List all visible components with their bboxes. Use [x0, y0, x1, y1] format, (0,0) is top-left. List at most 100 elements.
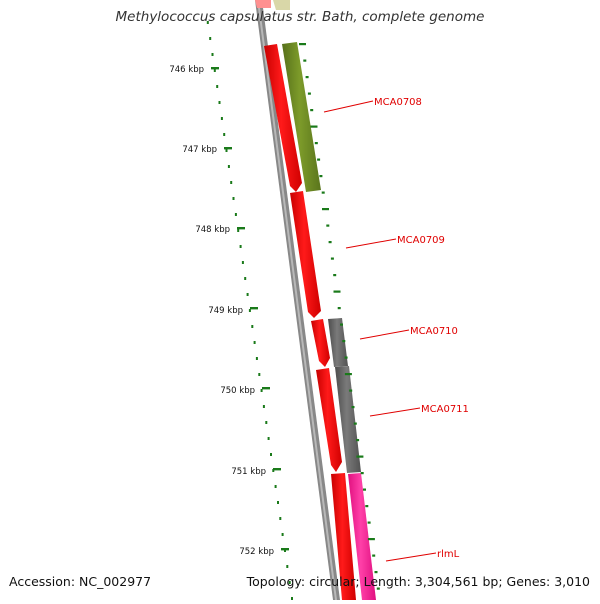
mca0709-leader-line	[345, 238, 397, 249]
ring-dot	[342, 340, 346, 343]
ring-dot	[356, 455, 364, 458]
ring-dot	[353, 422, 357, 425]
ring-dot	[270, 453, 272, 456]
rlml-cds-feature[interactable]	[331, 473, 356, 600]
ring-dot	[356, 439, 360, 442]
ring-dot	[232, 197, 235, 200]
ring-dot	[258, 373, 261, 376]
tick-label-750: 750 kbp	[220, 386, 255, 396]
ring-dot	[225, 149, 228, 152]
ring-dot	[299, 43, 306, 46]
ring-dot	[328, 241, 332, 244]
rlml-homolog-feature[interactable]	[348, 473, 376, 600]
ring-dot	[237, 229, 240, 232]
ring-dot	[314, 142, 318, 145]
ring-dot	[274, 485, 277, 488]
cds-feature-partial-top-alt	[273, 0, 290, 10]
tick-label-746: 746 kbp	[169, 65, 204, 75]
ring-dot	[277, 501, 279, 504]
ring-dot	[218, 101, 221, 104]
ring-dot	[333, 290, 341, 293]
ring-dot	[374, 571, 378, 574]
kbp-tick	[250, 307, 258, 310]
mca0711-cds-feature[interactable]	[316, 368, 342, 472]
mca0710-cds-feature[interactable]	[311, 319, 330, 367]
ring-dot	[272, 469, 275, 472]
gene-label-mca0710[interactable]: MCA0710	[410, 326, 458, 337]
ring-dot	[319, 175, 323, 178]
ring-dot	[284, 549, 286, 552]
rlml-leader-line	[385, 552, 437, 562]
ring-dot	[363, 488, 366, 491]
ring-dot	[344, 373, 352, 376]
ring-dot	[255, 357, 258, 360]
genome-title: Methylococcus capsulatus str. Bath, comp…	[115, 9, 485, 25]
ring-dot	[206, 21, 209, 24]
ring-dot	[303, 59, 307, 62]
ring-dot	[234, 213, 237, 216]
ring-dot	[260, 389, 263, 392]
mca0711-homolog-feature[interactable]	[335, 366, 361, 473]
outer-dotted-ring	[299, 43, 380, 590]
ring-dot	[211, 53, 214, 56]
ring-dot	[376, 587, 380, 590]
tick-label-751: 751 kbp	[231, 467, 266, 477]
kbp-tick	[211, 67, 219, 70]
ring-dot	[281, 533, 284, 536]
ring-dot	[220, 117, 223, 120]
ring-dot	[279, 517, 282, 520]
ring-dot	[265, 421, 268, 424]
mca0710-homolog-feature[interactable]	[328, 318, 348, 367]
ring-dot	[227, 165, 230, 168]
ring-dot	[230, 181, 233, 184]
ring-dot	[367, 521, 371, 524]
ring-dot	[310, 125, 318, 128]
tick-label-749: 749 kbp	[208, 306, 243, 316]
ring-dot	[244, 277, 247, 280]
ring-dot	[307, 92, 311, 95]
tick-label-748: 748 kbp	[195, 225, 230, 235]
ring-dot	[351, 406, 355, 409]
kbp-tick	[262, 387, 270, 390]
ring-dot	[349, 389, 353, 392]
ring-dot	[209, 37, 212, 40]
ring-dot	[305, 76, 309, 79]
ring-dot	[321, 191, 325, 194]
ring-dot	[360, 472, 364, 475]
ring-dot	[262, 405, 265, 408]
kbp-tick	[273, 468, 281, 471]
gene-label-mca0711[interactable]: MCA0711	[421, 404, 469, 415]
gene-label-rlml[interactable]: rlmL	[437, 549, 460, 560]
mca0710-leader-line	[359, 329, 410, 340]
ring-dot	[326, 224, 330, 227]
mca0711-leader-line	[369, 407, 421, 417]
accession-text: Accession: NC_002977	[9, 574, 152, 589]
kbp-tick	[237, 227, 245, 230]
mca0708-homolog-feature[interactable]	[282, 42, 321, 192]
ring-dot	[239, 245, 242, 248]
ring-dot	[223, 133, 226, 136]
cds-feature-partial-top	[255, 0, 271, 8]
tick-label-752: 752 kbp	[239, 547, 274, 557]
ring-dot	[267, 437, 270, 440]
ring-dot	[246, 293, 249, 296]
gene-label-mca0709[interactable]: MCA0709	[397, 235, 445, 246]
ring-dot	[330, 257, 334, 260]
backbone-ring-highlight	[257, 0, 337, 600]
ring-dot	[337, 307, 341, 310]
ring-dot	[344, 356, 348, 359]
ring-dot	[340, 323, 343, 326]
ring-dot	[291, 597, 293, 600]
mca0709-cds-feature[interactable]	[290, 191, 321, 318]
ring-dot	[367, 538, 375, 541]
ring-dot	[365, 505, 369, 508]
ring-dot	[248, 309, 251, 312]
ring-dot	[253, 341, 256, 344]
ring-dot	[251, 325, 254, 328]
inner-dotted-ring	[206, 21, 293, 600]
ring-dot	[241, 261, 244, 264]
gene-label-mca0708[interactable]: MCA0708	[374, 97, 422, 108]
mca0708-cds-feature[interactable]	[264, 44, 302, 192]
